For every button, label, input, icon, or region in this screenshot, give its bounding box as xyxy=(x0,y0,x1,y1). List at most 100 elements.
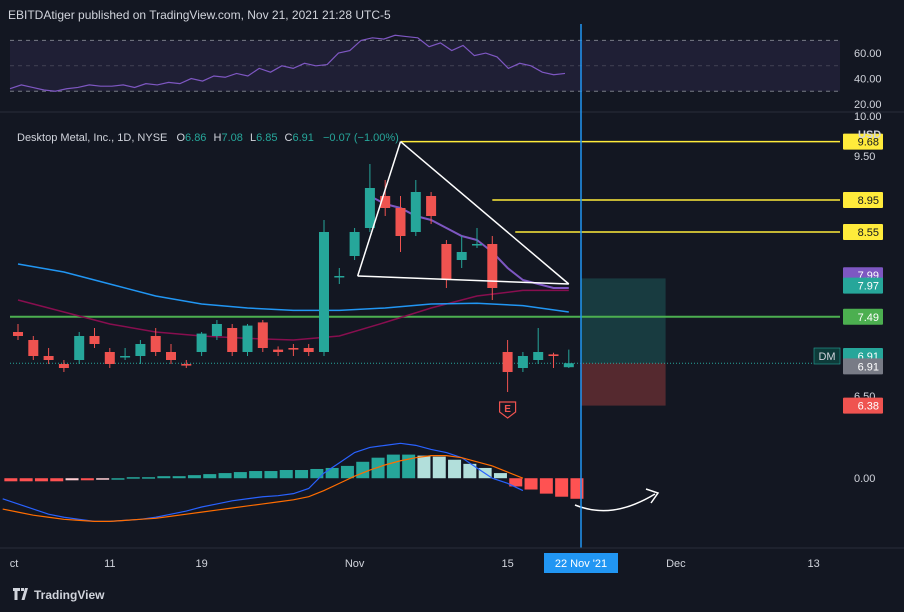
candle-body xyxy=(395,208,406,236)
level-label-9.68-chip xyxy=(843,133,883,150)
macd-histogram-bar xyxy=(34,478,48,482)
currency-label: USD xyxy=(858,129,882,141)
candle-body xyxy=(74,336,85,360)
macd-histogram-bar xyxy=(463,463,477,479)
macd-histogram-bar xyxy=(4,478,18,482)
macd-histogram-bar xyxy=(555,478,569,497)
candle-body xyxy=(273,349,284,352)
macd-histogram-bar xyxy=(19,478,33,482)
macd-histogram-bar xyxy=(111,478,125,480)
earnings-marker-shape xyxy=(499,401,517,419)
time-tick-label: Dec xyxy=(666,558,686,570)
price-panel: E xyxy=(10,140,840,419)
level-label-8.55-chip xyxy=(843,224,883,240)
rsi-tick-label: 20.00 xyxy=(854,99,882,111)
rsi-tick-label: 40.00 xyxy=(854,74,882,86)
candle-body xyxy=(517,356,528,368)
legend-open: 6.86 xyxy=(185,132,207,144)
macd-histogram-bar xyxy=(402,454,416,479)
macd-histogram-bar xyxy=(340,465,354,479)
candle-body xyxy=(426,196,437,216)
time-tick-label: 13 xyxy=(807,558,819,570)
macd-histogram-bar xyxy=(310,468,324,479)
macd-histogram-bar xyxy=(172,476,186,479)
level-label-8.95-chip xyxy=(843,192,883,208)
legend-close: 6.91 xyxy=(292,132,314,144)
macd-histogram-bar xyxy=(371,457,385,479)
candle-body xyxy=(456,252,467,260)
candle-body xyxy=(257,322,268,348)
candle-body xyxy=(563,363,574,368)
symbol-legend: Desktop Metal, Inc., 1D, NYSE O6.86 H7.0… xyxy=(17,132,399,144)
legend-close-label: C xyxy=(284,132,293,144)
position-target-zone xyxy=(581,278,666,364)
position-stop-zone xyxy=(581,363,666,406)
candle-body xyxy=(487,244,498,288)
macd-histogram-bar xyxy=(126,477,140,479)
brand-name: TradingView xyxy=(34,588,105,602)
footer xyxy=(0,580,904,612)
rsi-line xyxy=(9,34,566,92)
legend-high-label: H xyxy=(213,132,222,144)
candle-body xyxy=(303,348,314,352)
candle-body xyxy=(502,352,513,372)
candle-body xyxy=(548,354,559,356)
price-label-target: 7.97 xyxy=(858,281,879,293)
time-tick-label: 11 xyxy=(104,558,115,570)
dm-tag-box xyxy=(813,347,841,365)
macd-histogram-bar xyxy=(96,478,110,480)
level-label-7.49: 7.49 xyxy=(858,312,879,324)
macd-histogram-bar xyxy=(509,478,523,487)
price-label-stop: 6.38 xyxy=(858,401,879,413)
candle-body xyxy=(89,336,100,344)
candle-body xyxy=(319,232,329,352)
candle-body xyxy=(349,232,360,256)
macd-histogram-bar xyxy=(65,478,79,481)
candle-body xyxy=(334,276,345,278)
macd-histogram-bar xyxy=(325,467,339,479)
projection-arrow xyxy=(574,493,656,512)
candle-body xyxy=(196,333,207,352)
time-tick-label: 15 xyxy=(501,558,513,570)
pattern-lower-leg xyxy=(357,275,569,285)
cursor-date-label: 22 Nov '21 xyxy=(555,558,607,570)
projection-arrow-head-icon xyxy=(645,488,660,504)
macd-histogram-bar xyxy=(524,478,538,490)
macd-histogram-bar xyxy=(432,456,446,479)
level-label-8.55: 8.55 xyxy=(858,227,879,239)
macd-histogram-bar xyxy=(356,461,370,479)
moving-average-3 xyxy=(17,263,569,313)
candle-body xyxy=(104,352,115,364)
moving-average-2 xyxy=(17,289,569,341)
time-tick-label: 19 xyxy=(195,558,207,570)
macd-histogram-bar xyxy=(493,473,507,479)
macd-histogram-bar xyxy=(233,472,247,479)
macd-signal-line xyxy=(2,455,524,522)
candle-body xyxy=(135,344,146,356)
price-label-stop-chip xyxy=(843,397,883,414)
cursor-date-chip xyxy=(544,553,618,573)
macd-histogram-bar xyxy=(80,478,94,481)
axes: 60.0040.0020.0010.009.506.509.688.958.55… xyxy=(0,24,904,573)
candle-body xyxy=(242,325,253,352)
legend-open-label: O xyxy=(176,132,186,144)
chart-canvas[interactable]: E 60.0040.0020.0010.009.506.509.688.958.… xyxy=(0,0,904,580)
time-tick-label: ct xyxy=(10,558,19,570)
level-label-9.68: 9.68 xyxy=(858,137,879,149)
macd-histogram-bar xyxy=(386,454,400,479)
candle-body xyxy=(533,352,544,360)
price-label-close: 6.91 xyxy=(858,361,879,373)
candle-body xyxy=(28,340,39,356)
macd-tick-label: 0.00 xyxy=(854,473,875,485)
candle-body xyxy=(441,244,452,280)
macd-histogram-bar xyxy=(157,476,171,479)
tradingview-logo-icon xyxy=(13,588,28,600)
pattern-left-leg xyxy=(356,141,402,277)
candle-body xyxy=(288,348,299,350)
price-label-target-chip xyxy=(843,277,883,294)
candle-body xyxy=(211,324,222,336)
level-label-7.49-chip xyxy=(843,308,883,325)
candle-body xyxy=(13,332,23,336)
macd-histogram-bar xyxy=(249,471,263,479)
